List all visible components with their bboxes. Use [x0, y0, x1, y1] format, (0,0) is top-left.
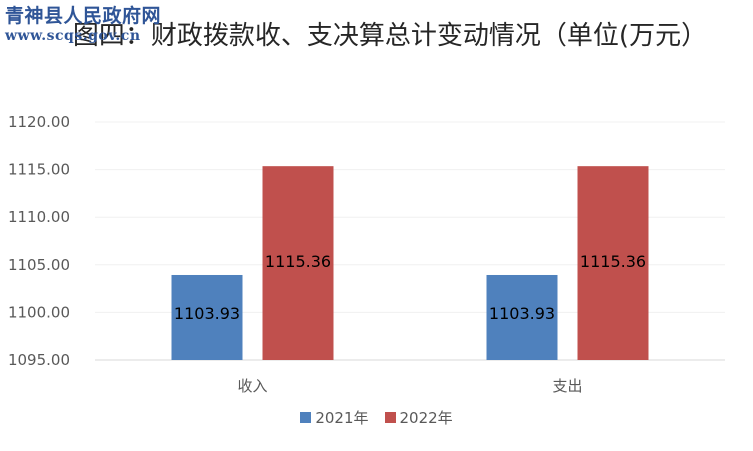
y-tick-label: 1105.00	[8, 256, 70, 274]
legend-swatch-2021	[300, 412, 312, 423]
data-label: 1115.36	[265, 252, 331, 271]
legend-item-2021: 2021年	[300, 407, 369, 428]
x-category-label: 支出	[552, 377, 582, 395]
y-tick-label: 1100.00	[8, 303, 70, 321]
bar	[486, 274, 558, 360]
data-label: 1115.36	[580, 252, 646, 271]
bar	[577, 166, 649, 360]
watermark-site-url: www.scqs.gov.cn	[5, 28, 141, 44]
bar	[171, 274, 243, 360]
x-axis-categories: 收入 支出	[237, 377, 582, 395]
legend-item-2022: 2022年	[384, 407, 453, 428]
data-labels: 1103.93 1115.36 1103.93 1115.36	[174, 252, 646, 323]
chart-legend: 2021年 2022年	[0, 407, 753, 428]
bars	[171, 166, 649, 360]
y-tick-label: 1095.00	[8, 351, 70, 369]
data-label: 1103.93	[489, 304, 555, 323]
legend-label-2022: 2022年	[399, 409, 453, 427]
y-tick-label: 1120.00	[8, 113, 70, 131]
y-tick-label: 1110.00	[8, 208, 70, 226]
bar	[262, 166, 334, 360]
chart-title: 图四：财政拨款收、支决算总计变动情况（单位(万元）	[72, 21, 708, 51]
data-label: 1103.93	[174, 304, 240, 323]
x-category-label: 收入	[237, 377, 267, 395]
site-watermark: 青神县人民政府网 www.scqs.gov.cn	[5, 6, 161, 46]
legend-swatch-2022	[384, 412, 396, 423]
legend-label-2021: 2021年	[315, 409, 369, 427]
y-axis-ticks: 1095.00 1100.00 1105.00 1110.00 1115.00 1120.…	[8, 113, 70, 369]
y-tick-label: 1115.00	[8, 161, 70, 179]
watermark-site-name: 青神县人民政府网	[5, 5, 162, 27]
